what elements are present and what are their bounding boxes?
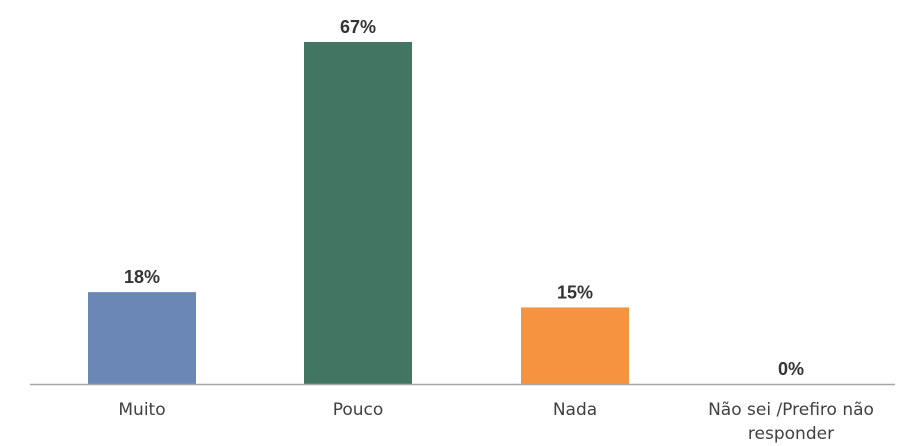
category-label-muito: Muito [118, 400, 165, 420]
value-labels-group: 18% 67% 15% 0% [124, 17, 804, 379]
value-label-nao-sei-prefiro-nao-responder: 0% [778, 359, 804, 379]
bars-group [88, 42, 629, 384]
bar-nada [521, 307, 629, 384]
category-label-nada: Nada [553, 400, 597, 420]
category-label-nao-sei-prefiro-nao-responder-line-2: responder [748, 424, 834, 444]
category-label-nao-sei-prefiro-nao-responder-line-1: Não sei /Prefiro não [708, 400, 874, 420]
value-label-muito: 18% [124, 267, 160, 287]
bar-pouco [304, 42, 412, 384]
category-labels-group: Muito Pouco Nada Não sei /Prefiro não respon… [118, 400, 874, 444]
bar-muito [88, 292, 196, 384]
category-label-pouco: Pouco [333, 400, 384, 420]
value-label-pouco: 67% [340, 17, 376, 37]
value-label-nada: 15% [557, 282, 593, 302]
